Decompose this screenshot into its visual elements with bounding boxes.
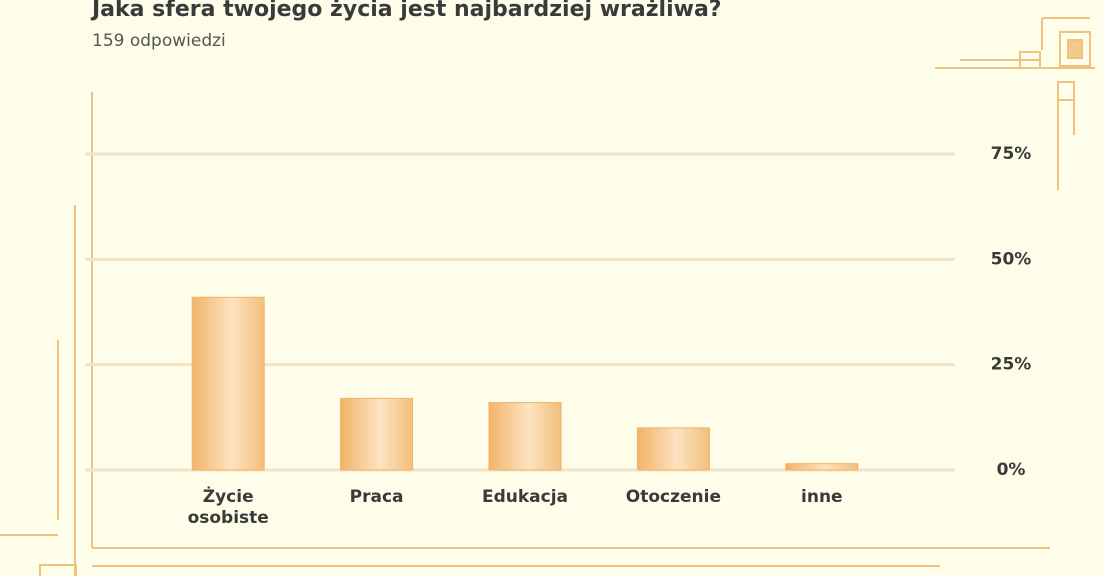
bar [786, 464, 858, 470]
page: Jaka sfera twojego życia jest najbardzie… [0, 0, 1103, 576]
y-tick-label: 50% [991, 249, 1032, 269]
y-tick-label: 25% [991, 355, 1032, 375]
bar [637, 428, 709, 470]
bar [192, 297, 264, 470]
x-tick-label: Życie osobiste [183, 487, 273, 529]
x-tick-label: inne [757, 487, 887, 508]
chart-title: Jaka sfera twojego życia jest najbardzie… [90, 0, 722, 22]
bar [341, 398, 413, 470]
chart-subtitle: 159 odpowiedzi [92, 31, 226, 51]
y-tick-label: 0% [997, 460, 1026, 480]
x-tick-label: Otoczenie [608, 487, 738, 508]
x-tick-label: Praca [312, 487, 442, 508]
x-tick-label: Edukacja [460, 487, 590, 508]
bar [489, 403, 561, 470]
y-tick-label: 75% [991, 144, 1032, 164]
